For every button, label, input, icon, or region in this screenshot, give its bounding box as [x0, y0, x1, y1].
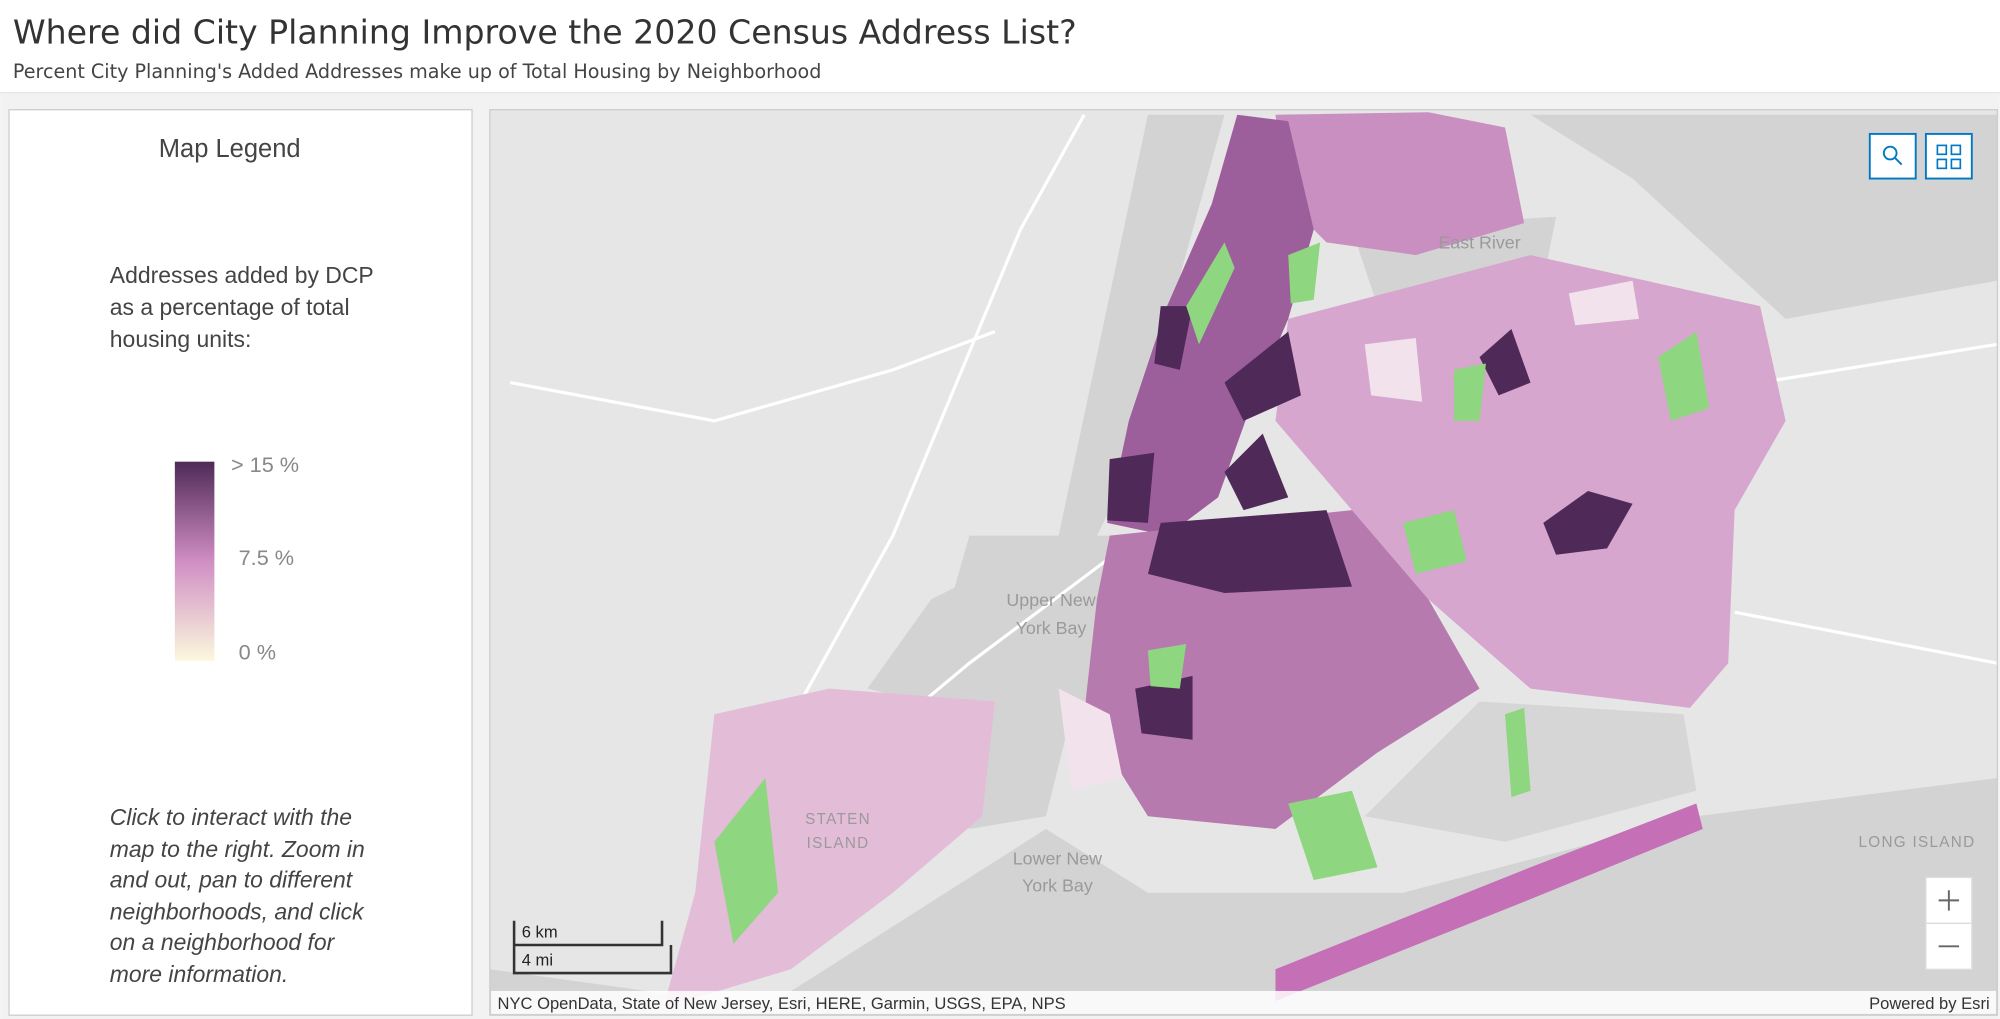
jamaica-bay [1364, 701, 1697, 842]
instructions: Click to interact with the map to the ri… [110, 804, 365, 987]
map-labels: East River Upper New York Bay STATEN ISL… [805, 233, 1976, 896]
legend-title: Map Legend [159, 135, 301, 163]
attribution-bar [491, 990, 1997, 1014]
map-label: LONG ISLAND [1859, 834, 1976, 851]
rockaway [1275, 803, 1703, 1002]
scale-bar: 6 km 4 mi [512, 920, 673, 975]
instruction-line: on a neighborhood for [110, 929, 336, 955]
subtitle: Percent City Planning's Added Addresses … [13, 60, 822, 83]
hudson-river [867, 114, 1225, 715]
color-ramp [174, 461, 215, 661]
title: Where did City Planning Improve the 2020… [13, 12, 1077, 51]
instruction-line: Click to interact with the [110, 804, 352, 830]
map-label: Lower New [1013, 849, 1102, 869]
map-label: York Bay [1022, 875, 1093, 895]
description-line: housing units: [110, 326, 252, 352]
search-button[interactable] [1868, 132, 1917, 180]
ramp-label: 7.5 % [239, 545, 294, 570]
powered-by[interactable]: Powered by Esri [1869, 994, 1990, 1013]
attribution: NYC OpenData, State of New Jersey, Esri,… [498, 994, 1066, 1013]
low-neighborhoods [1058, 280, 1639, 791]
ramp-labels: > 15 % 7.5 % 0 % [231, 452, 299, 664]
high-neighborhoods [1107, 306, 1633, 740]
map[interactable]: East River Upper New York Bay STATEN ISL… [489, 109, 1998, 1016]
scale-imperial: 4 mi [522, 950, 553, 969]
header [0, 0, 2000, 94]
map-border [489, 109, 1998, 1016]
zoom-in-button[interactable] [1925, 876, 1973, 924]
brooklyn [1084, 510, 1480, 829]
map-label: Upper New [1006, 590, 1095, 610]
zoom-out-button[interactable] [1925, 922, 1973, 970]
instruction-line: neighborhoods, and click [110, 899, 365, 925]
instruction-line: and out, pan to different [110, 867, 354, 893]
ramp-label: > 15 % [231, 452, 299, 477]
basemap-button[interactable] [1924, 132, 1973, 180]
description-line: as a percentage of total [110, 294, 350, 320]
instruction-line: more information. [110, 961, 288, 987]
ramp-label: 0 % [239, 639, 276, 664]
manhattan [1107, 114, 1314, 536]
map-label: STATEN [805, 811, 871, 828]
map-label: York Bay [1016, 618, 1087, 638]
description-line: Addresses added by DCP [110, 262, 374, 288]
map-label: ISLAND [807, 835, 870, 852]
map-label: East River [1438, 233, 1520, 253]
parks [714, 242, 1710, 944]
legend-description: Addresses added by DCP as a percentage o… [110, 262, 374, 352]
bronx [1275, 112, 1525, 256]
scale-metric: 6 km [522, 922, 558, 941]
instruction-line: map to the right. Zoom in [110, 836, 365, 862]
legend-panel [8, 109, 473, 1016]
